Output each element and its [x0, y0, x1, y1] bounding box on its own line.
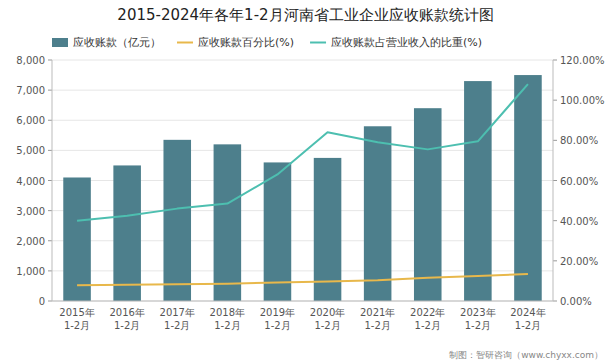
bar	[264, 162, 292, 301]
x-tick-label: 2017年1-2月	[160, 307, 195, 331]
grid	[52, 60, 553, 301]
x-tick-label: 2023年1-2月	[460, 307, 495, 331]
y2-tick	[553, 140, 557, 141]
y-tick	[48, 150, 52, 151]
y2-tick	[553, 60, 557, 61]
y-axis	[52, 60, 53, 301]
y-tick-label: 3,000	[16, 206, 45, 217]
footer: 制图：智研咨询（www.chyxx.com）	[449, 350, 603, 360]
y-tick-label: 1,000	[16, 266, 45, 277]
y-tick-label: 8,000	[16, 55, 45, 66]
bar	[514, 75, 542, 301]
legend-label: 应收账款（亿元）	[73, 36, 161, 49]
bar	[163, 140, 191, 301]
legend-label: 应收账款百分比(%)	[198, 36, 294, 49]
y-tick-label: 6,000	[16, 115, 45, 126]
bar	[63, 177, 91, 301]
marks	[63, 75, 541, 301]
y-tick-label: 7,000	[16, 85, 45, 96]
y-tick	[48, 301, 52, 302]
line	[77, 84, 528, 221]
y-tick	[48, 240, 52, 241]
y-tick	[48, 270, 52, 271]
y2-tick	[553, 100, 557, 101]
x-tick-label: 2019年1-2月	[260, 307, 295, 331]
y2-tick-label: 40.00%	[560, 216, 598, 227]
title: 2015-2024年各年1-2月河南省工业企业应收账款统计图	[117, 6, 493, 24]
y-tick	[48, 90, 52, 91]
bar	[414, 108, 442, 301]
legend-swatch	[310, 42, 326, 44]
bar	[314, 158, 342, 301]
x-tick-label: 2016年1-2月	[109, 307, 144, 331]
y2-tick	[553, 220, 557, 221]
legend-label: 应收账款占营业收入的比重(%)	[331, 36, 482, 49]
y-tick	[48, 210, 52, 211]
y-tick-label: 0	[39, 296, 45, 307]
x-tick-label: 2022年1-2月	[410, 307, 445, 331]
x-axis	[52, 301, 553, 302]
x-tick-label: 2021年1-2月	[360, 307, 395, 331]
y2-tick-label: 80.00%	[560, 135, 598, 146]
line	[77, 274, 528, 285]
y2-tick-label: 20.00%	[560, 256, 598, 267]
y2-axis	[553, 60, 554, 301]
grid-line	[52, 301, 553, 302]
grid-line	[52, 60, 553, 61]
y2-tick-label: 0.00%	[560, 296, 592, 307]
y2-tick-label: 120.00%	[560, 55, 605, 66]
y-tick-label: 5,000	[16, 145, 45, 156]
x-tick-label: 2015年1-2月	[59, 307, 94, 331]
bar	[464, 81, 492, 301]
bar	[214, 144, 242, 301]
legend: 应收账款（亿元） 应收账款百分比(%) 应收账款占营业收入的比重(%)	[52, 36, 482, 49]
x-tick-label: 2024年1-2月	[510, 307, 545, 331]
y-tick	[48, 180, 52, 181]
bar	[364, 126, 392, 301]
y-tick-label: 2,000	[16, 236, 45, 247]
x-tick-label: 2020年1-2月	[310, 307, 345, 331]
legend-swatch	[52, 38, 68, 47]
chart: 2015-2024年各年1-2月河南省工业企业应收账款统计图 0 1,000 2,00…	[0, 0, 611, 363]
y2-tick	[553, 180, 557, 181]
y2-tick-label: 60.00%	[560, 176, 598, 187]
y-tick	[48, 60, 52, 61]
y-tick	[48, 120, 52, 121]
y2-tick-label: 100.00%	[560, 95, 605, 106]
y2-tick	[553, 301, 557, 302]
y2-tick	[553, 260, 557, 261]
legend-swatch	[177, 42, 193, 44]
x-tick-label: 2018年1-2月	[210, 307, 245, 331]
bar	[113, 165, 141, 301]
y-tick-label: 4,000	[16, 176, 45, 187]
